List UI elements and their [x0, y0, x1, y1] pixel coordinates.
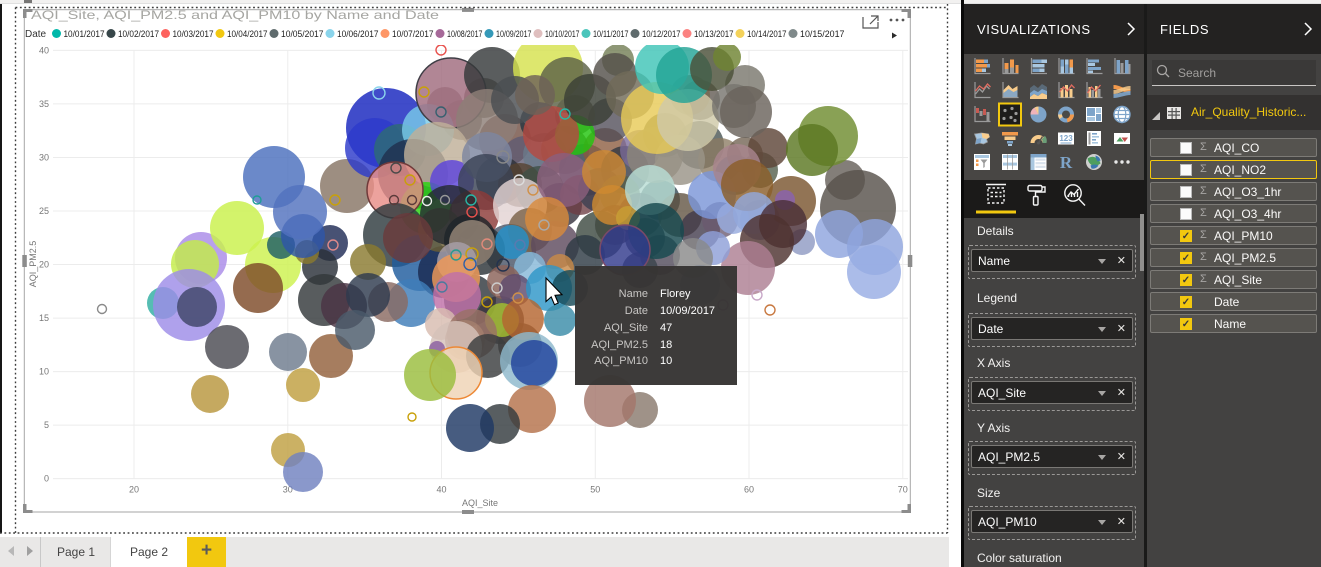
svg-text:35: 35 [39, 99, 49, 109]
svg-text:40: 40 [436, 485, 446, 495]
svg-text:10: 10 [660, 355, 672, 367]
svg-text:Date: Date [625, 305, 648, 317]
svg-text:10/12/2017: 10/12/2017 [642, 29, 681, 39]
svg-text:50: 50 [590, 485, 600, 495]
svg-text:10/07/2017: 10/07/2017 [392, 29, 434, 39]
svg-text:10/04/2017: 10/04/2017 [227, 29, 268, 39]
svg-text:5: 5 [44, 420, 49, 430]
svg-text:70: 70 [898, 485, 908, 495]
svg-text:10/09/2017: 10/09/2017 [496, 29, 532, 39]
svg-text:20: 20 [129, 485, 139, 495]
svg-text:10/14/2017: 10/14/2017 [747, 29, 787, 39]
svg-text:10/09/2017: 10/09/2017 [660, 305, 715, 317]
svg-text:10/05/2017: 10/05/2017 [281, 29, 324, 39]
svg-text:20: 20 [39, 260, 49, 270]
svg-text:18: 18 [660, 339, 672, 351]
svg-text:AQI_PM2.5: AQI_PM2.5 [591, 339, 648, 351]
svg-text:Florey: Florey [660, 288, 691, 300]
svg-text:10/06/2017: 10/06/2017 [337, 29, 379, 39]
svg-text:30: 30 [283, 485, 293, 495]
svg-text:AQI_PM2.5: AQI_PM2.5 [28, 241, 38, 288]
svg-text:123: 123 [1059, 134, 1073, 143]
svg-text:10/01/2017: 10/01/2017 [64, 29, 105, 39]
svg-text:10/08/2017: 10/08/2017 [447, 29, 483, 39]
svg-text:Name: Name [619, 288, 648, 300]
svg-text:10/03/2017: 10/03/2017 [173, 29, 214, 39]
svg-text:AQI_Site: AQI_Site [604, 322, 648, 334]
svg-text:10/11/2017: 10/11/2017 [593, 29, 629, 39]
svg-text:AQI_Site, AQI_PM2.5 and AQI_PM: AQI_Site, AQI_PM2.5 and AQI_PM10 by Name… [31, 8, 439, 22]
svg-text:30: 30 [39, 153, 49, 163]
svg-text:10/15/2017: 10/15/2017 [800, 29, 845, 39]
svg-text:25: 25 [39, 206, 49, 216]
svg-text:40: 40 [39, 45, 49, 55]
svg-text:15: 15 [39, 313, 49, 323]
svg-text:10/10/2017: 10/10/2017 [545, 29, 580, 39]
svg-text:R: R [1060, 153, 1073, 172]
svg-text:AQI_Site: AQI_Site [462, 498, 498, 508]
svg-text:0: 0 [44, 474, 49, 484]
svg-text:Date: Date [25, 29, 47, 40]
svg-text:47: 47 [660, 322, 672, 334]
svg-text:60: 60 [744, 485, 754, 495]
svg-text:AQI_PM10: AQI_PM10 [594, 355, 648, 367]
svg-text:10: 10 [39, 367, 49, 377]
svg-text:10/02/2017: 10/02/2017 [118, 29, 159, 39]
svg-text:10/13/2017: 10/13/2017 [694, 29, 734, 39]
